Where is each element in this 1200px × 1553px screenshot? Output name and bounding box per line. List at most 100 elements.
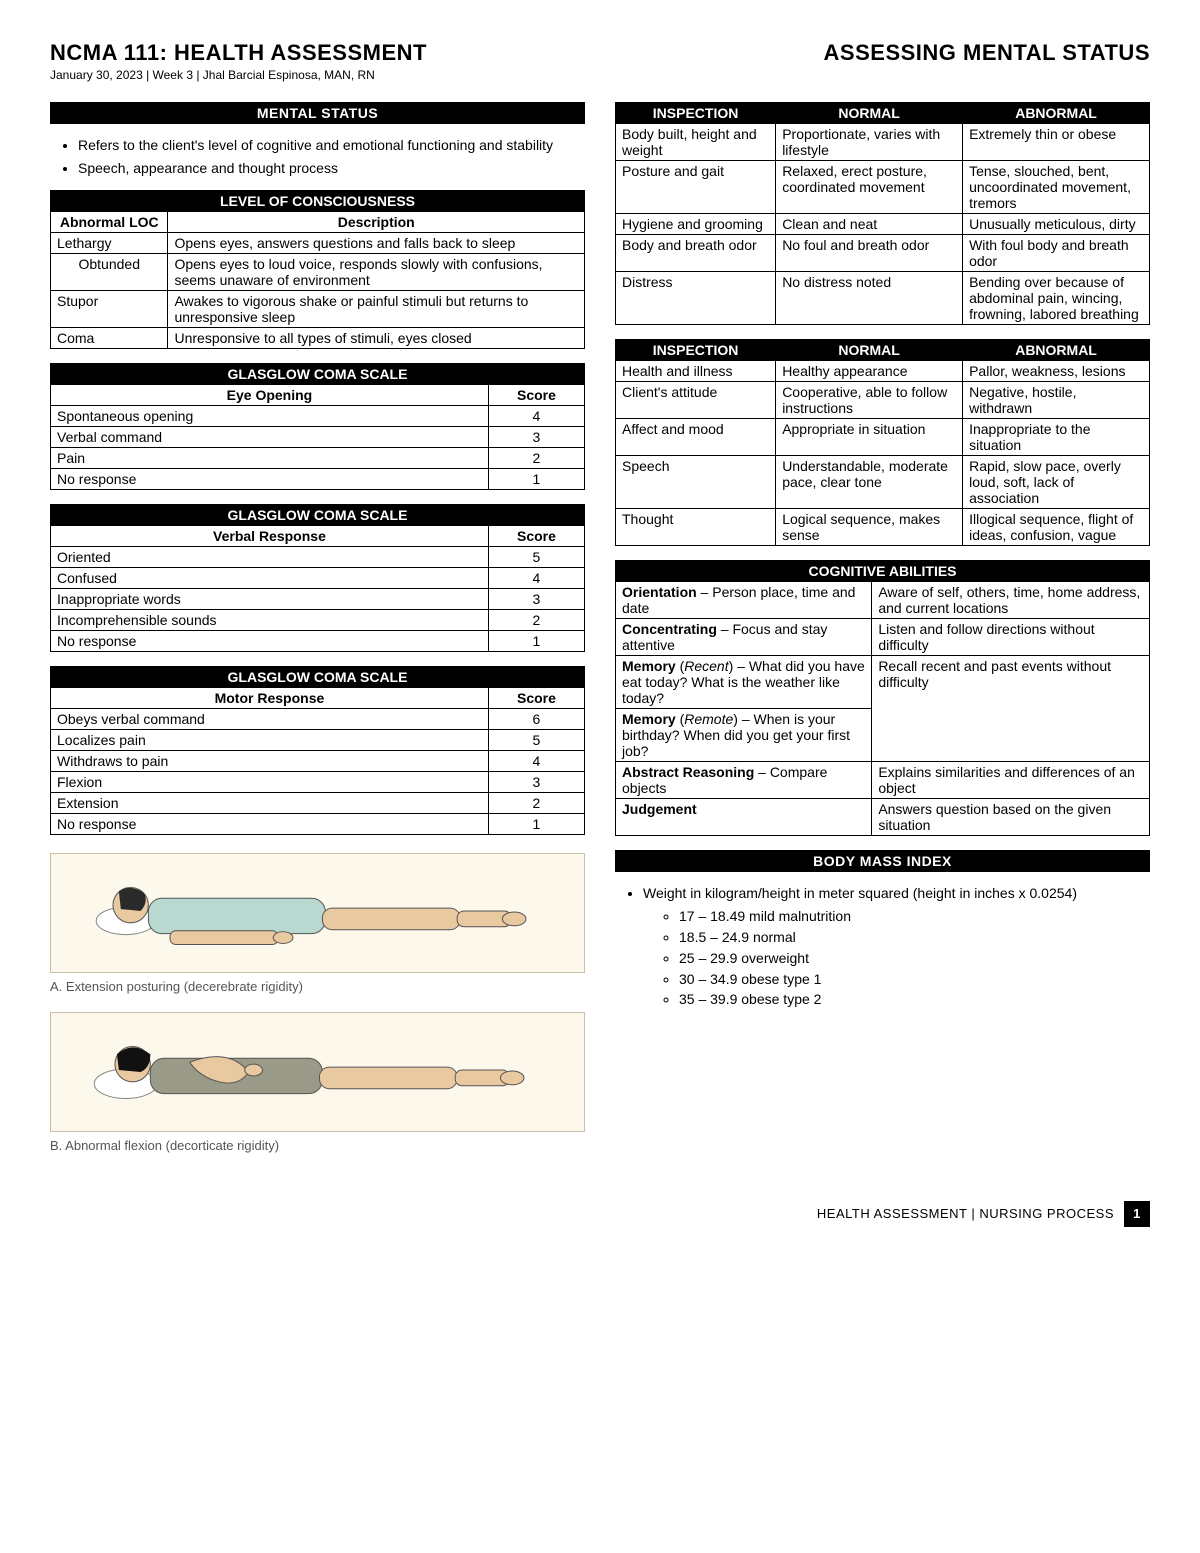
cell: Opens eyes, answers questions and falls … [168, 232, 585, 253]
cell: 1 [488, 468, 584, 489]
cell: Oriented [51, 546, 489, 567]
cell: Lethargy [51, 232, 168, 253]
cell: Abstract Reasoning – Compare objects [616, 762, 872, 799]
score-head: Score [488, 687, 584, 708]
insp1-h1: INSPECTION [616, 103, 776, 124]
cell: Posture and gait [616, 161, 776, 214]
cell: Opens eyes to loud voice, responds slowl… [168, 253, 585, 290]
cell: 1 [488, 630, 584, 651]
cell: Speech [616, 456, 776, 509]
gcs-eye-table: GLASGLOW COMA SCALE Eye OpeningScore Spo… [50, 363, 585, 490]
course-subtitle: January 30, 2023 | Week 3 | Jhal Barcial… [50, 68, 427, 82]
table-row: Body built, height and weightProportiona… [616, 124, 1150, 161]
left-column: MENTAL STATUS Refers to the client's lev… [50, 102, 585, 1171]
table-row: JudgementAnswers question based on the g… [616, 799, 1150, 836]
table-row: Flexion3 [51, 771, 585, 792]
list-item: 35 – 39.9 obese type 2 [679, 990, 1150, 1009]
section-mental-status-title: MENTAL STATUS [50, 102, 585, 124]
cell: Unusually meticulous, dirty [963, 214, 1150, 235]
cell: No response [51, 630, 489, 651]
cell: Withdraws to pain [51, 750, 489, 771]
list-item: Weight in kilogram/height in meter squar… [643, 884, 1150, 1009]
cell: Orientation – Person place, time and dat… [616, 582, 872, 619]
table-row: Affect and moodAppropriate in situationI… [616, 419, 1150, 456]
loc-table: LEVEL OF CONSCIOUSNESS Abnormal LOC Desc… [50, 190, 585, 349]
gcs-motor-title: GLASGLOW COMA SCALE [51, 666, 585, 687]
table-row: SpeechUnderstandable, moderate pace, cle… [616, 456, 1150, 509]
cell: 6 [488, 708, 584, 729]
table-row: No response1 [51, 813, 585, 834]
cell: Recall recent and past events without di… [872, 656, 1150, 762]
table-row: DistressNo distress notedBending over be… [616, 272, 1150, 325]
cell: Body and breath odor [616, 235, 776, 272]
table-row: Verbal command3 [51, 426, 585, 447]
gcs-verbal-sub: Verbal Response [51, 525, 489, 546]
cell: Incomprehensible sounds [51, 609, 489, 630]
table-row: Abstract Reasoning – Compare objectsExpl… [616, 762, 1150, 799]
cell: Localizes pain [51, 729, 489, 750]
page-number: 1 [1124, 1201, 1150, 1227]
bmi-title: BODY MASS INDEX [615, 850, 1150, 872]
table-row: ObtundedOpens eyes to loud voice, respon… [51, 253, 585, 290]
cell: With foul body and breath odor [963, 235, 1150, 272]
cell: Aware of self, others, time, home addres… [872, 582, 1150, 619]
table-row: StuporAwakes to vigorous shake or painfu… [51, 290, 585, 327]
cell: 2 [488, 447, 584, 468]
cell: Explains similarities and differences of… [872, 762, 1150, 799]
cell: 3 [488, 426, 584, 447]
cell: No response [51, 813, 489, 834]
table-row: Incomprehensible sounds2 [51, 609, 585, 630]
loc-col2: Description [168, 211, 585, 232]
loc-title: LEVEL OF CONSCIOUSNESS [51, 190, 585, 211]
cell: Affect and mood [616, 419, 776, 456]
gcs-verbal-title: GLASGLOW COMA SCALE [51, 504, 585, 525]
figure-a-caption: A. Extension posturing (decerebrate rigi… [50, 979, 585, 994]
table-row: Inappropriate words3 [51, 588, 585, 609]
cell: Inappropriate words [51, 588, 489, 609]
cell: Hygiene and grooming [616, 214, 776, 235]
cell: Understandable, moderate pace, clear ton… [776, 456, 963, 509]
cell: 4 [488, 405, 584, 426]
insp1-h2: NORMAL [776, 103, 963, 124]
list-item: Speech, appearance and thought process [78, 159, 585, 178]
cell: Pain [51, 447, 489, 468]
mental-status-bullets: Refers to the client's level of cognitiv… [78, 136, 585, 178]
cell: 2 [488, 792, 584, 813]
bmi-sublist: 17 – 18.49 mild malnutrition 18.5 – 24.9… [679, 907, 1150, 1009]
inspection-table-1: INSPECTION NORMAL ABNORMAL Body built, h… [615, 102, 1150, 325]
cell: Stupor [51, 290, 168, 327]
figure-b-caption: B. Abnormal flexion (decorticate rigidit… [50, 1138, 585, 1153]
cell: Negative, hostile, withdrawn [963, 382, 1150, 419]
cell: Listen and follow directions without dif… [872, 619, 1150, 656]
cell: Extremely thin or obese [963, 124, 1150, 161]
cell: Thought [616, 509, 776, 546]
cell: 5 [488, 729, 584, 750]
figure-a-block: A. Extension posturing (decerebrate rigi… [50, 853, 585, 994]
cell: Rapid, slow pace, overly loud, soft, lac… [963, 456, 1150, 509]
table-row: Memory (Recent) – What did you have eat … [616, 656, 1150, 709]
gcs-motor-table: GLASGLOW COMA SCALE Motor ResponseScore … [50, 666, 585, 835]
cell: No foul and breath odor [776, 235, 963, 272]
table-row: ThoughtLogical sequence, makes senseIllo… [616, 509, 1150, 546]
cell: 3 [488, 771, 584, 792]
cell: Awakes to vigorous shake or painful stim… [168, 290, 585, 327]
cell: Inappropriate to the situation [963, 419, 1150, 456]
cell: Memory (Remote) – When is your birthday?… [616, 709, 872, 762]
cell: Unresponsive to all types of stimuli, ey… [168, 327, 585, 348]
topic-title: ASSESSING MENTAL STATUS [824, 40, 1150, 66]
cell: Logical sequence, makes sense [776, 509, 963, 546]
table-row: No response1 [51, 468, 585, 489]
cell: Healthy appearance [776, 361, 963, 382]
table-row: Localizes pain5 [51, 729, 585, 750]
cell: 2 [488, 609, 584, 630]
loc-col1: Abnormal LOC [51, 211, 168, 232]
cell: Proportionate, varies with lifestyle [776, 124, 963, 161]
cell: Coma [51, 327, 168, 348]
cell: Answers question based on the given situ… [872, 799, 1150, 836]
insp2-h1: INSPECTION [616, 340, 776, 361]
cell: Cooperative, able to follow instructions [776, 382, 963, 419]
cell: Bending over because of abdominal pain, … [963, 272, 1150, 325]
cell: Appropriate in situation [776, 419, 963, 456]
table-row: Confused4 [51, 567, 585, 588]
table-row: Posture and gaitRelaxed, erect posture, … [616, 161, 1150, 214]
